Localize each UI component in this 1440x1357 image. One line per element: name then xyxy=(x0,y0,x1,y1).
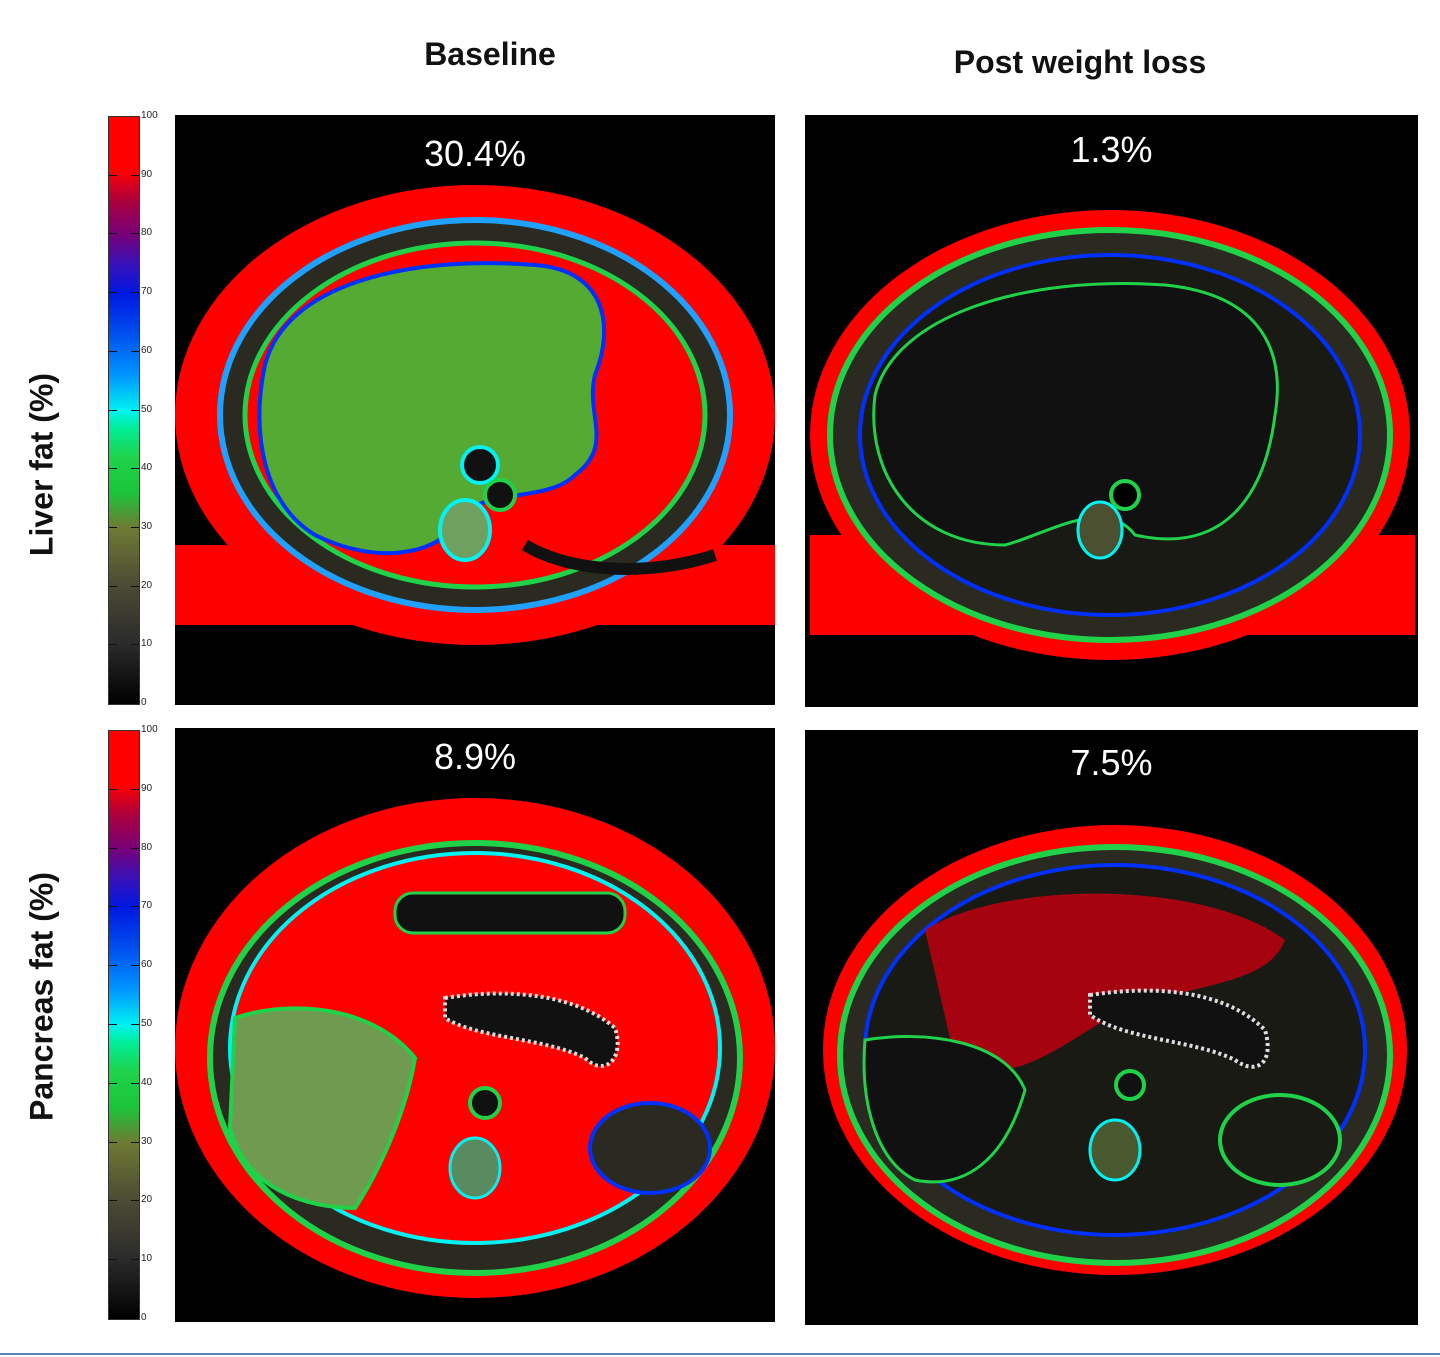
colorbar-tick-mark xyxy=(109,585,117,587)
bottom-divider xyxy=(0,1353,1440,1355)
colorbar-tick-label: 10 xyxy=(141,638,153,650)
liver-baseline-fat-value: 30.4% xyxy=(423,133,527,174)
colorbar-tick-mark xyxy=(131,906,139,908)
colorbar-tick-mark xyxy=(109,350,117,352)
colorbar-tick-label: 90 xyxy=(141,782,153,794)
liver-baseline-image: 30.4% xyxy=(175,115,775,705)
colorbar-tick-label: 90 xyxy=(141,168,153,180)
colorbar-tick-label: 0 xyxy=(141,1312,147,1323)
pancreas-post-fat-value: 7.5% xyxy=(1070,742,1153,783)
colorbar-tick-mark xyxy=(109,906,117,908)
colorbar-tick-mark xyxy=(131,350,139,352)
colorbar-tick-mark xyxy=(131,847,139,849)
colorbar-tick-label: 50 xyxy=(141,403,153,415)
colorbar-tick-label: 40 xyxy=(141,1076,153,1088)
colorbar-tick-mark xyxy=(131,1259,139,1261)
colorbar-tick-mark xyxy=(109,292,117,294)
colorbar-tick-label: 0 xyxy=(141,697,147,708)
colorbar-tick-mark xyxy=(131,1024,139,1025)
row-label-liver-fat: Liver fat (%) xyxy=(23,372,60,557)
colorbar-tick-label: 80 xyxy=(141,841,153,853)
colorbar-tick-mark xyxy=(109,1082,117,1084)
colorbar-tick-mark xyxy=(109,409,117,411)
colorbar-tick-label: 40 xyxy=(141,462,153,474)
colorbar-tick-mark xyxy=(109,468,117,470)
colorbar-tick-mark xyxy=(109,644,117,646)
colorbar-tick-label: 30 xyxy=(141,520,153,532)
colorbar-tick-label: 100 xyxy=(141,724,158,735)
colorbar-tick-label: 60 xyxy=(141,344,153,356)
colorbar-tick-mark xyxy=(131,965,139,967)
colorbar-tick-label: 80 xyxy=(141,227,153,239)
colorbar-tick-mark xyxy=(109,788,117,790)
colorbar-tick-mark xyxy=(131,1200,139,1202)
liver-post-image: 1.3% xyxy=(805,115,1418,707)
column-title-baseline: Baseline xyxy=(424,36,556,72)
mri-pancreas-post xyxy=(823,825,1407,1275)
colorbar-tick-mark xyxy=(131,292,139,294)
colorbar-tick-mark xyxy=(109,1141,117,1143)
mri-liver-baseline xyxy=(175,185,775,645)
colorbar-tick-mark xyxy=(131,468,139,470)
mri-pancreas-baseline xyxy=(175,798,775,1298)
colorbar-tick-mark xyxy=(131,788,139,790)
colorbar-tick-mark xyxy=(131,409,139,411)
pancreas-post-image: 7.5% xyxy=(805,730,1418,1325)
colorbar-tick-label: 50 xyxy=(141,1018,153,1029)
liver-post-fat-value: 1.3% xyxy=(1070,129,1153,170)
colorbar-tick-mark xyxy=(109,1259,117,1261)
colorbar-tick-label: 30 xyxy=(141,1135,153,1147)
colorbar-tick-mark xyxy=(131,174,139,176)
colorbar-tick-label: 60 xyxy=(141,959,153,971)
colorbar-tick-label: 70 xyxy=(141,286,153,298)
colorbar-tick-mark xyxy=(109,526,117,528)
pancreas-baseline-image: 8.9% xyxy=(175,728,775,1322)
colorbar-tick-label: 20 xyxy=(141,1194,153,1206)
colorbar-tick-label: 10 xyxy=(141,1253,153,1265)
colorbar-tick-mark xyxy=(131,526,139,528)
column-title-post-weight-loss: Post weight loss xyxy=(953,44,1207,80)
mri-liver-post xyxy=(810,210,1415,660)
colorbar-tick-mark xyxy=(109,1024,117,1025)
colorbar-tick-mark xyxy=(131,644,139,646)
colorbar-tick-mark xyxy=(109,847,117,849)
colorbar-tick-mark xyxy=(131,233,139,235)
colorbar-tick-mark xyxy=(109,174,117,176)
colorbar-tick-label: 100 xyxy=(141,110,158,121)
colorbar-tick-mark xyxy=(131,1082,139,1084)
colorbar-tick-mark xyxy=(109,1200,117,1202)
colorbar-tick-mark xyxy=(109,965,117,967)
row-label-pancreas-fat: Pancreas fat (%) xyxy=(23,872,60,1121)
colorbar-tick-label: 70 xyxy=(141,900,153,912)
colorbar-tick-mark xyxy=(131,585,139,587)
colorbar-tick-mark xyxy=(131,1141,139,1143)
colorbar-tick-label: 20 xyxy=(141,579,153,591)
colorbar-liver xyxy=(108,116,140,705)
pancreas-baseline-fat-value: 8.9% xyxy=(433,736,517,777)
colorbar-tick-mark xyxy=(109,233,117,235)
colorbar-pancreas xyxy=(108,730,140,1320)
